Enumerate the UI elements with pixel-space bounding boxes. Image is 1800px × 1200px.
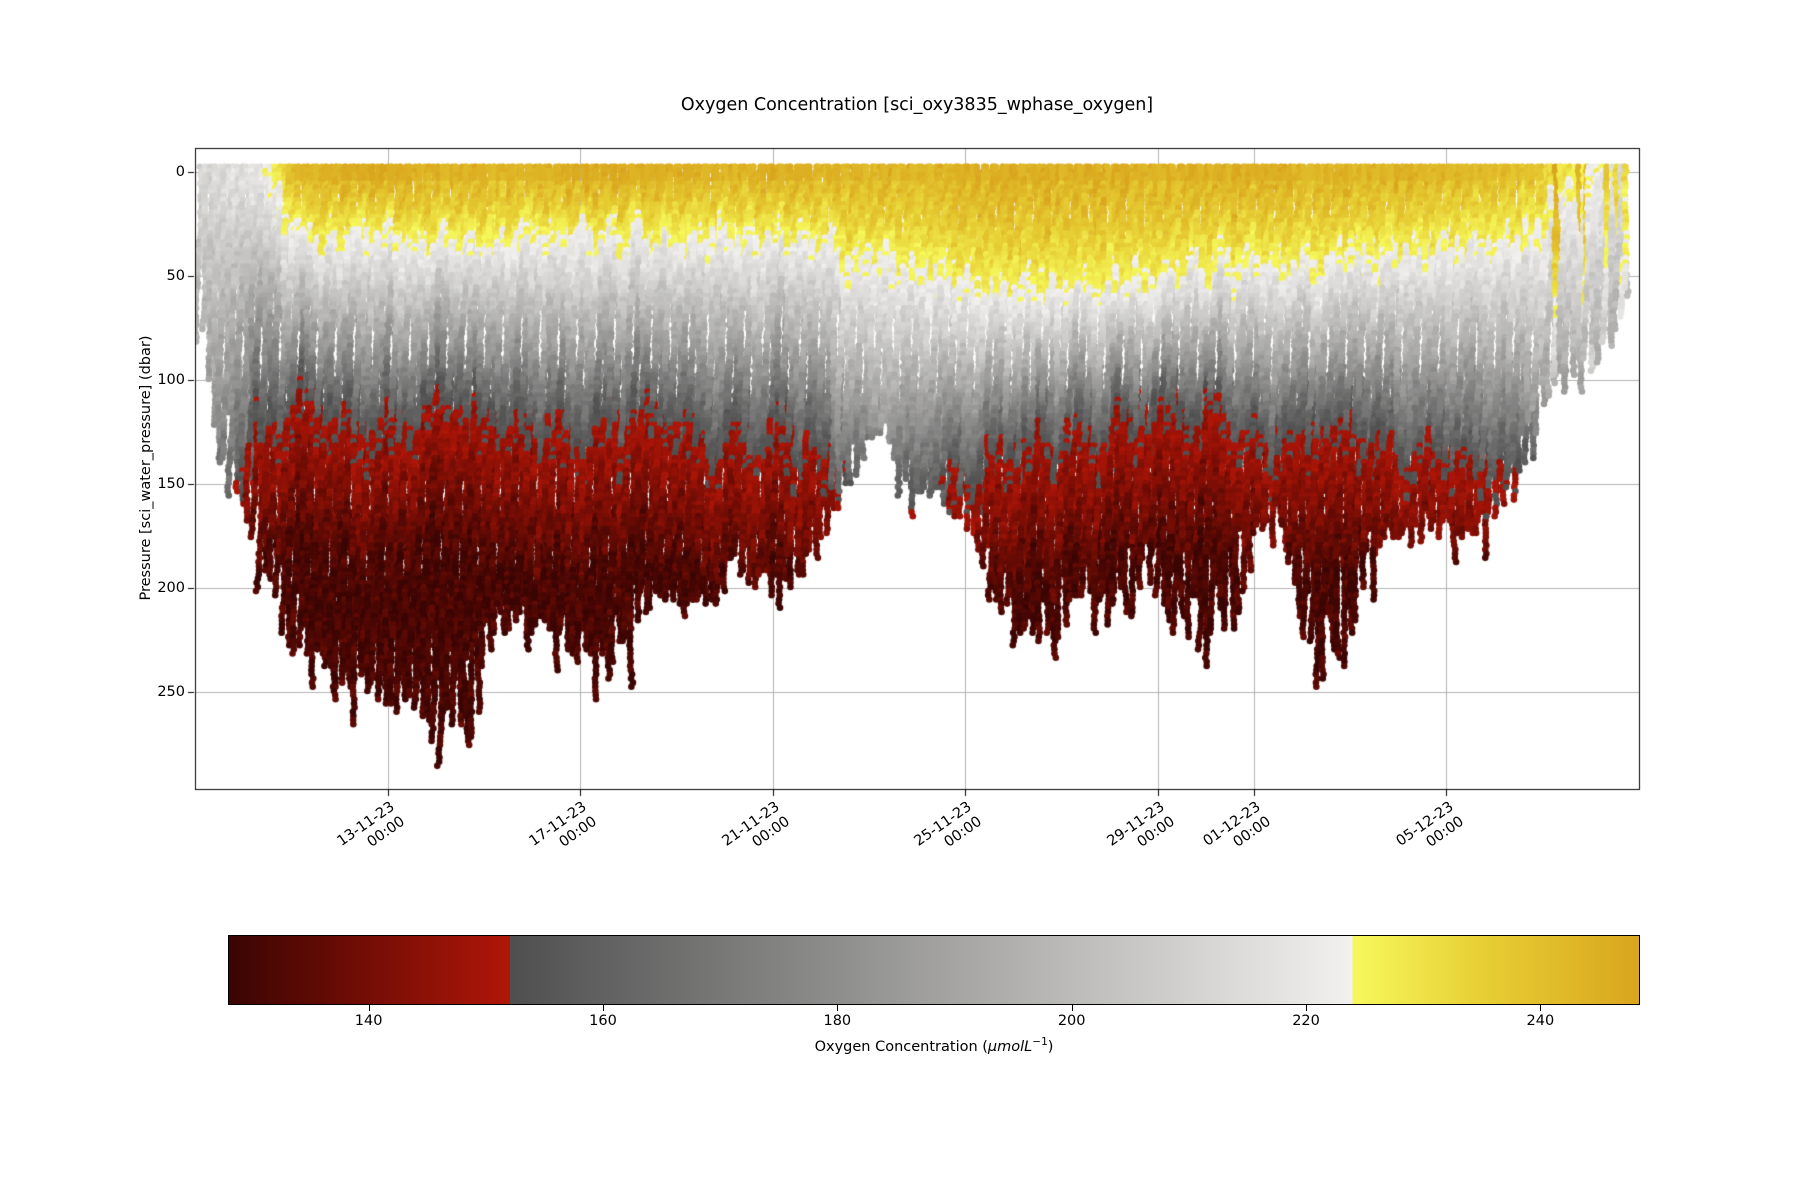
colorbar: [228, 935, 1640, 1005]
colorbar-tick-mark: [837, 1005, 839, 1011]
colorbar-tick-mark: [602, 1005, 604, 1011]
y-tick-label: 250: [157, 684, 185, 700]
colorbar-tick-mark: [1306, 1005, 1308, 1011]
colorbar-label-prefix: Oxygen Concentration (: [814, 1038, 988, 1055]
colorbar-tick-label: 140: [354, 1013, 383, 1029]
y-tick-label: 200: [157, 580, 185, 596]
colorbar-tick-label: 160: [589, 1013, 617, 1029]
plot-title: Oxygen Concentration [sci_oxy3835_wphase…: [680, 95, 1154, 115]
colorbar-tick-mark: [1540, 1005, 1542, 1011]
y-tick-label: 50: [166, 268, 185, 284]
y-tick-label: 150: [157, 476, 185, 492]
y-tick-label: 0: [175, 164, 185, 180]
colorbar-tick-label: 200: [1057, 1013, 1086, 1029]
colorbar-tick-label: 180: [823, 1013, 852, 1029]
colorbar-label-unit: µmolL: [987, 1038, 1033, 1055]
colorbar-tick-label: 240: [1526, 1013, 1555, 1029]
colorbar-label: Oxygen Concentration (µmolL−1): [815, 1036, 1054, 1055]
colorbar-tick-label: 220: [1292, 1013, 1320, 1029]
colorbar-label-suffix: ): [1047, 1038, 1054, 1055]
colorbar-tick-mark: [368, 1005, 370, 1011]
colorbar-tick-mark: [1071, 1005, 1073, 1011]
colorbar-label-exponent: −1: [1032, 1036, 1048, 1048]
y-tick-label: 100: [157, 372, 185, 388]
